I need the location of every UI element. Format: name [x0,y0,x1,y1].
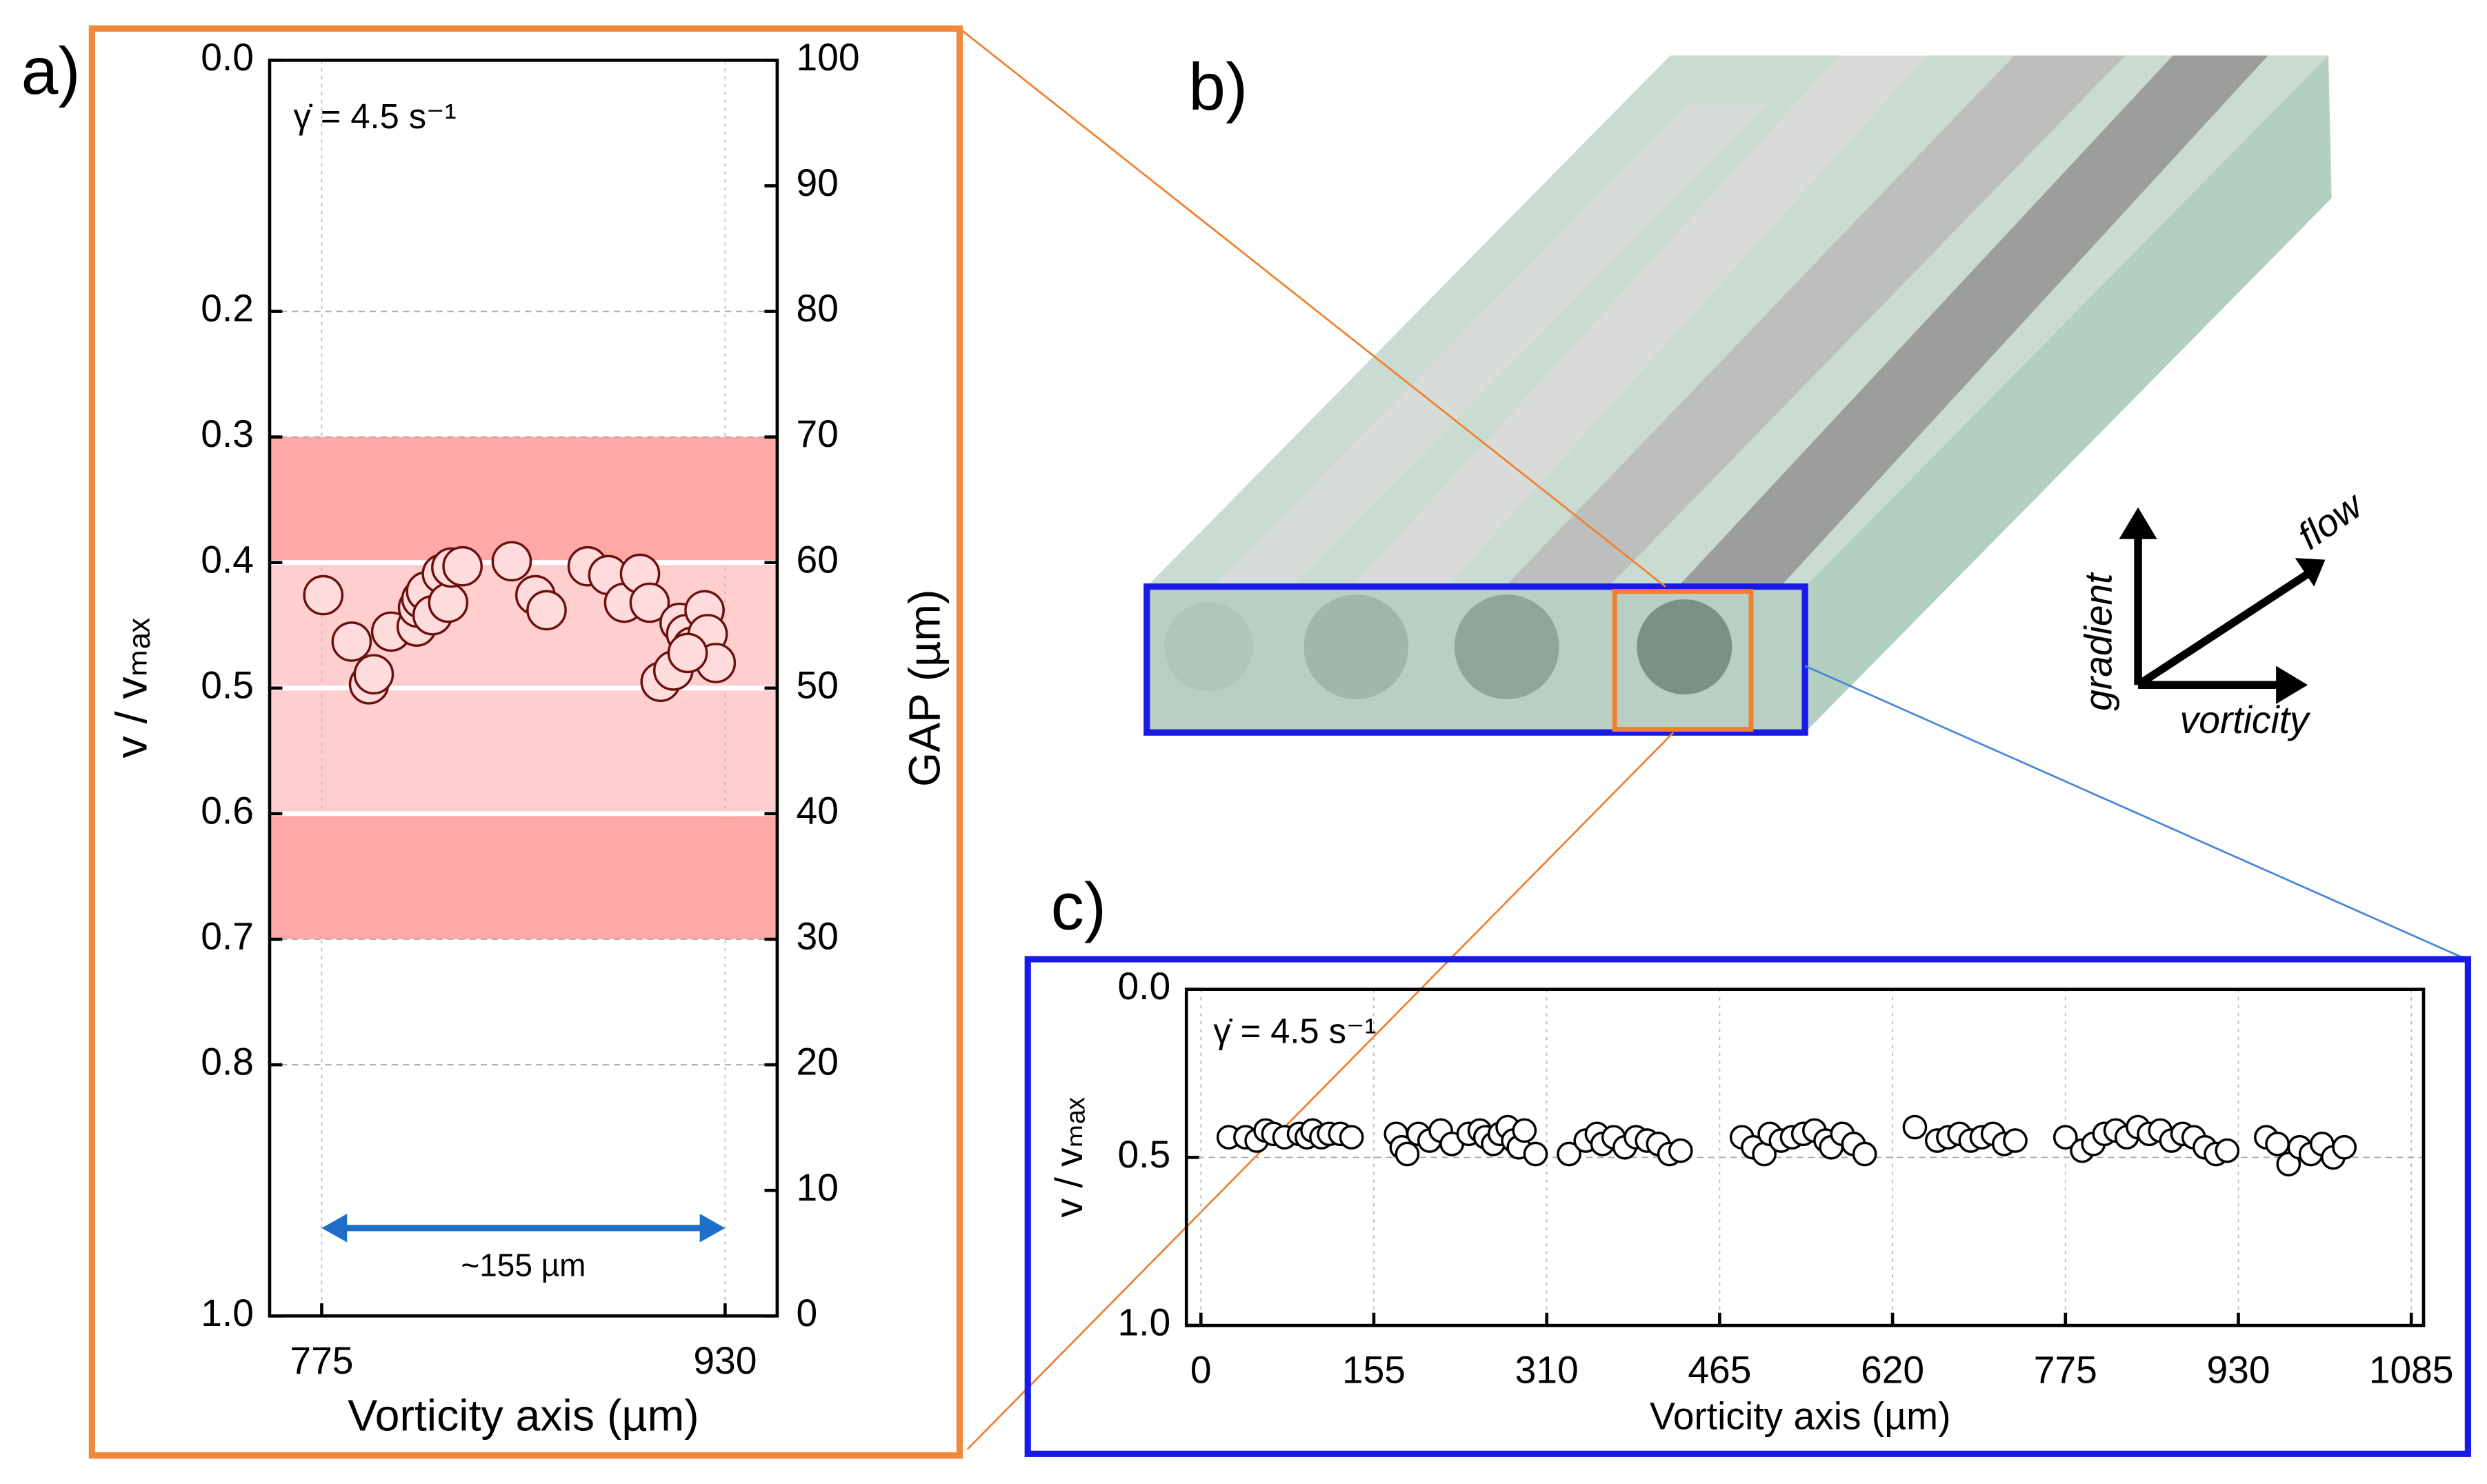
y-tick-label: 0.5 [201,663,254,706]
arrow-head [699,1214,726,1243]
y-tick-label: 0.4 [201,538,254,581]
y2-tick-label: 40 [796,790,838,832]
zoom-line [1804,665,2467,961]
point [629,582,670,623]
point [526,590,567,631]
x-tick-label: 620 [1861,1349,1924,1392]
point [1523,1141,1548,1167]
point [428,582,469,623]
x-axis-label: Vorticity axis (µm) [1650,1394,1950,1437]
axis-label-gradient: gradient [2077,572,2120,711]
point [491,541,532,582]
y2-axis-label: GAP (µm) [899,590,949,787]
y2-tick-label: 10 [796,1166,838,1209]
panel-a-frame [88,25,963,1459]
y2-tick-label: 0 [796,1292,817,1334]
y-tick-label: 0.7 [201,915,254,958]
arrow-head [321,1214,348,1243]
y2-tick-label: 20 [796,1041,838,1083]
y2-tick-label: 90 [796,161,838,204]
x-tick-label: 155 [1342,1349,1406,1392]
y2-tick-label: 100 [796,36,859,79]
x-tick-label: 310 [1515,1349,1579,1392]
y-axis-label: v / vₘₐₓ [106,617,156,758]
point [1512,1118,1537,1143]
y-tick-label: 0.8 [201,1041,254,1083]
y2-tick-label: 70 [796,412,838,455]
stripe [1633,55,2268,634]
arrow-head [2276,665,2308,704]
point [1395,1141,1420,1167]
x-tick-label: 0 [1190,1349,1212,1392]
y2-tick-label: 30 [796,915,838,958]
arrow-head [2119,507,2157,539]
y2-tick-label: 80 [796,287,838,330]
point [2276,1152,2301,1176]
orange-frame [1612,589,1754,732]
channel-diagram: gradient flow vorticity b) [959,28,2467,1450]
panel-c-frame [1024,956,2472,1457]
panel-label: c) [1051,870,1106,944]
point [1339,1125,1364,1150]
cross-section [1637,599,1732,695]
x-tick-label: 930 [2206,1349,2270,1392]
point [303,574,344,616]
point [2052,1125,2078,1150]
x-axis-label: Vorticity axis (µm) [348,1391,699,1441]
y-tick-label: 0.0 [201,36,254,79]
y-axis-label: v / vₘₐₓ [1048,1096,1090,1217]
point [1668,1138,1693,1163]
point [667,632,708,674]
cross-section [1454,594,1559,699]
x-tick-label: 775 [290,1339,353,1382]
axis-label-vorticity: vorticity [2180,699,2311,741]
y2-tick-label: 50 [796,663,838,706]
y2-tick-label: 60 [796,538,838,581]
y-tick-label: 0.0 [1117,965,1170,1007]
arrow-head [2295,558,2326,587]
zoom-line [959,28,1666,588]
blue-frame [1143,583,1808,736]
y-tick-label: 1.0 [201,1292,254,1334]
panel-label: b) [1188,50,1248,124]
annotation: γ̇ = 4.5 s⁻¹ [293,97,456,136]
x-tick-label: 930 [693,1339,757,1382]
point [1852,1141,1877,1167]
span-label: ~155 µm [461,1247,586,1283]
panel-label: a) [21,34,81,108]
y-tick-label: 0.5 [1117,1133,1170,1176]
point [353,654,394,695]
y-tick-label: 0.2 [201,287,254,330]
point [1557,1141,1581,1167]
zoom-line [966,732,1675,1450]
y-tick-label: 1.0 [1117,1301,1170,1344]
axes-icon [2134,531,2310,689]
x-tick-label: 1085 [2369,1349,2454,1392]
point [442,545,483,587]
x-tick-label: 775 [2034,1349,2097,1392]
point [1902,1114,1928,1140]
y-tick-label: 0.6 [201,790,254,832]
point [2003,1128,2028,1153]
stripe [1459,55,2126,634]
channel-top [1146,55,2329,587]
annotation: γ̇ = 4.5 s⁻¹ [1213,1011,1376,1050]
stripe [1166,103,1769,634]
y-tick-label: 0.3 [201,412,254,455]
cross-section [1304,594,1409,699]
cross-section [1164,602,1253,692]
x-tick-label: 465 [1688,1349,1751,1392]
stripe [1308,55,1928,634]
point [2332,1134,2357,1160]
channel-side [1805,55,2332,733]
axis-label-flow: flow [2290,483,2372,558]
point [2215,1138,2240,1163]
point [331,621,372,662]
point [2265,1132,2290,1156]
